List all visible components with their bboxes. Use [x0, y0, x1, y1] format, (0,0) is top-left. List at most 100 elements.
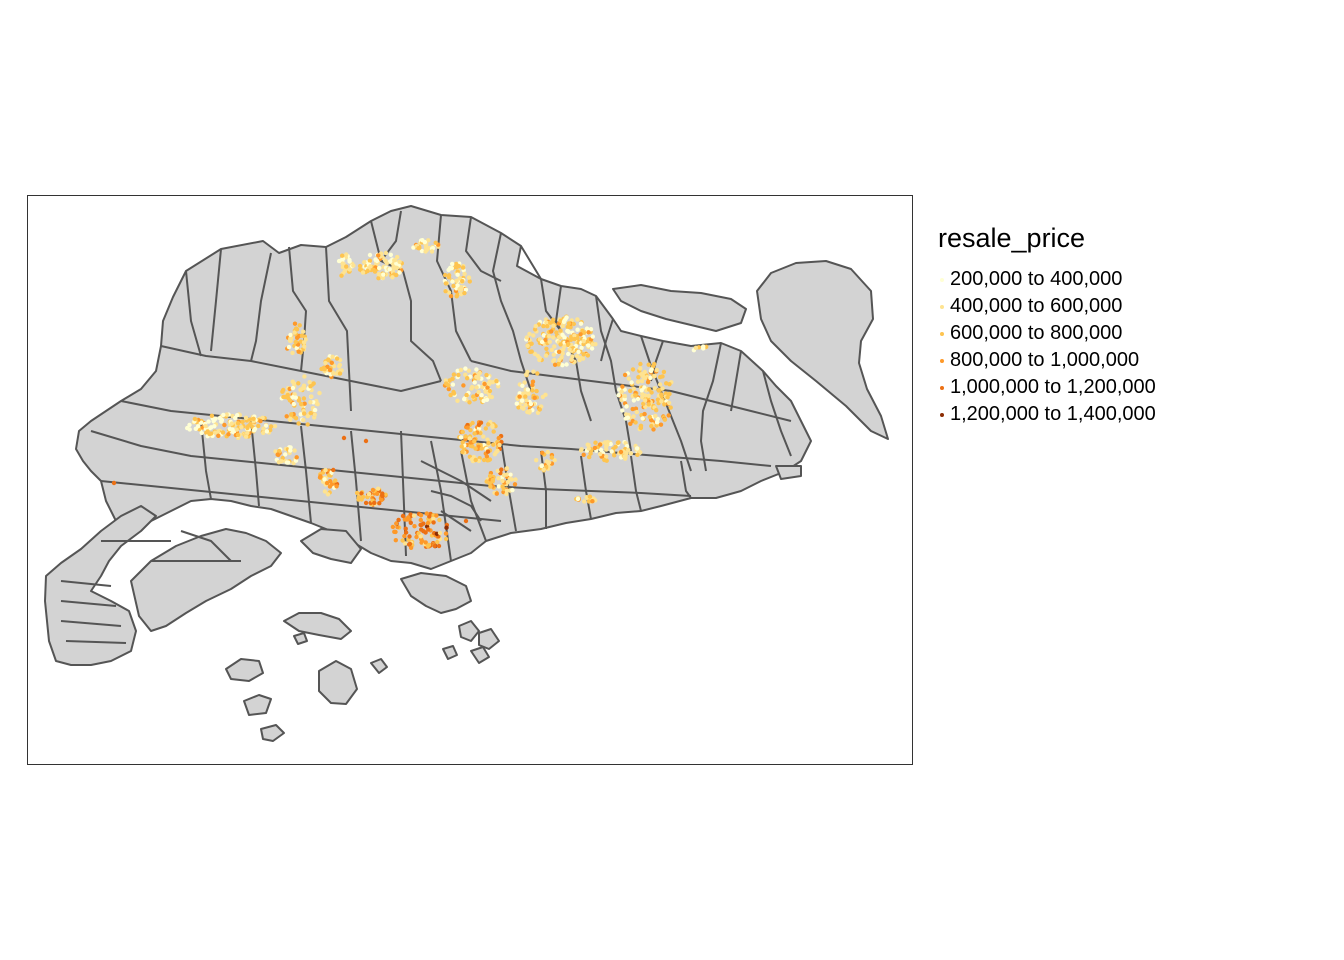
resale-point [487, 388, 493, 394]
resale-point [366, 491, 372, 497]
resale-point [418, 517, 423, 523]
resale-point [220, 430, 226, 435]
resale-point [465, 425, 470, 430]
resale-point [547, 339, 552, 344]
resale-point [261, 430, 266, 436]
resale-point [530, 388, 535, 393]
resale-point [633, 393, 638, 398]
resale-point [517, 391, 522, 396]
southern-island-4 [243, 694, 272, 716]
resale-point [474, 385, 479, 390]
resale-point [290, 350, 295, 356]
resale-point [513, 477, 518, 482]
resale-point [322, 367, 327, 372]
sentosa-shape [400, 572, 472, 614]
pulau-ubin-shape [612, 284, 747, 332]
resale-point [514, 401, 519, 406]
resale-point [525, 343, 530, 348]
legend-swatch-4 [940, 359, 944, 363]
resale-point [488, 484, 493, 489]
resale-point [393, 538, 398, 543]
legend-swatch-5 [940, 386, 944, 390]
resale-point [407, 534, 412, 539]
resale-point [589, 346, 595, 351]
resale-point [642, 369, 647, 375]
resale-point [643, 393, 648, 398]
resale-point [517, 394, 522, 399]
resale-point [500, 478, 505, 484]
resale-point [395, 524, 400, 530]
resale-point [584, 326, 590, 331]
resale-point [459, 285, 464, 291]
resale-point [297, 323, 302, 328]
resale-point [633, 420, 638, 425]
resale-point [234, 427, 239, 432]
resale-point [443, 378, 448, 383]
resale-point [302, 411, 307, 416]
resale-point [640, 416, 645, 421]
resale-point [477, 370, 482, 376]
resale-point [394, 265, 400, 271]
resale-point [464, 392, 469, 398]
resale-point [566, 329, 571, 334]
resale-point [414, 534, 419, 540]
resale-point [575, 496, 581, 502]
resale-point [659, 392, 664, 397]
resale-point [450, 279, 455, 284]
resale-point [429, 249, 435, 254]
resale-point [593, 440, 598, 445]
resale-point [296, 398, 302, 403]
resale-point [206, 419, 211, 424]
resale-point [293, 339, 298, 345]
resale-point [312, 407, 318, 413]
resale-point [579, 345, 584, 350]
resale-point [528, 349, 533, 354]
resale-point [377, 265, 382, 271]
resale-point [586, 443, 591, 448]
resale-point [185, 425, 190, 431]
resale-point [436, 543, 442, 549]
resale-point [272, 424, 278, 429]
resale-point [496, 435, 501, 441]
resale-point [534, 388, 539, 394]
resale-point [666, 413, 671, 418]
resale-point [633, 406, 639, 411]
resale-point [311, 381, 316, 386]
resale-point [622, 393, 627, 399]
resale-point [491, 442, 496, 447]
resale-point [575, 317, 580, 322]
resale-point [288, 417, 293, 422]
resale-point [299, 333, 305, 338]
resale-point [397, 259, 402, 264]
resale-point [344, 264, 349, 269]
resale-point [308, 384, 313, 389]
resale-point [263, 423, 269, 428]
resale-point [412, 524, 417, 529]
resale-point [443, 289, 448, 294]
resale-point [252, 426, 258, 432]
resale-price-points [111, 238, 709, 550]
resale-point [504, 466, 510, 471]
resale-point [323, 360, 328, 366]
resale-point [443, 536, 449, 542]
resale-point [423, 540, 428, 545]
resale-point [484, 397, 490, 402]
resale-point [283, 394, 288, 400]
resale-point [649, 367, 654, 372]
resale-point [516, 405, 521, 410]
resale-point [394, 261, 399, 266]
resale-point [226, 432, 231, 437]
resale-point [485, 385, 490, 390]
resale-point [455, 283, 460, 288]
resale-point [400, 513, 406, 519]
legend-label-6: 1,200,000 to 1,400,000 [950, 403, 1156, 425]
resale-point [411, 513, 417, 518]
resale-point [187, 422, 192, 428]
resale-point [654, 420, 660, 425]
resale-point [360, 270, 366, 275]
resale-point [495, 468, 500, 474]
resale-point [487, 381, 492, 387]
resale-point [623, 454, 628, 460]
resale-point [529, 341, 534, 346]
resale-point [628, 421, 633, 426]
